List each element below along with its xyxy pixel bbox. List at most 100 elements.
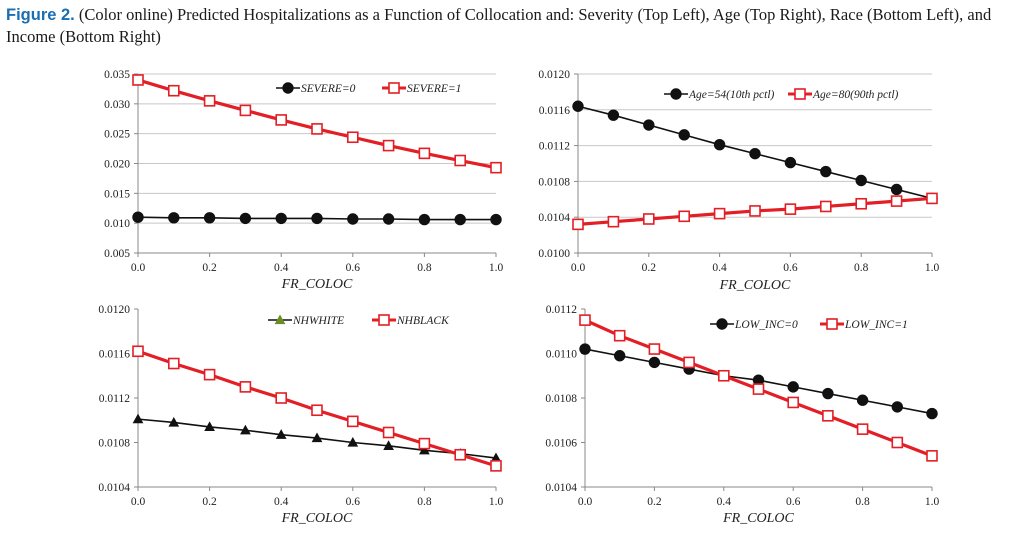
x-tick-label: 1.0 [925,496,940,508]
data-point [713,207,726,220]
data-point [787,396,800,409]
data-point [490,213,502,226]
legend-entry: LOW_INC=1 [820,318,908,331]
data-point [454,213,466,226]
x-tick-label: 0.6 [346,262,361,274]
y-tick-label: 0.015 [104,188,130,200]
x-tick-label: 0.0 [131,262,146,274]
data-point [752,383,765,395]
data-point [784,203,797,215]
y-tick-label: 0.0116 [99,349,130,361]
x-axis-label: FR_COLOC [722,511,794,526]
legend-entry: NHBLACK [372,314,450,327]
data-point [311,432,323,443]
data-point [418,147,431,160]
data-point [926,450,938,462]
data-point [787,381,799,393]
data-point [346,131,359,144]
x-tick-label: 0.2 [202,496,217,508]
data-point [490,460,502,472]
y-tick-label: 0.005 [104,248,130,260]
y-tick-label: 0.010 [104,218,130,230]
y-tick-label: 0.0112 [546,304,577,316]
data-point [891,436,904,449]
legend-label: NHWHITE [292,315,344,327]
y-tick-label: 0.0104 [545,482,577,494]
y-tick-label: 0.0120 [538,69,570,81]
data-point [648,356,661,369]
legend-entry: SEVERE=1 [382,82,461,95]
data-point [490,161,502,174]
data-point [203,212,216,224]
series-severe-0 [132,211,502,226]
data-point [749,147,761,160]
figure-label: Figure 2. [6,6,75,24]
data-point [678,129,690,141]
data-point [311,212,323,225]
chart-income: 0.0104 0.0106 0.0108 0.0110 0.0112 0.0 0.2 0.4 0… [545,304,940,526]
data-point [579,314,591,326]
chart-severity: 0.005 0.010 0.015 0.020 0.025 0.030 0.035 0.0 0.… [104,69,503,292]
y-tick-label: 0.0104 [98,482,130,494]
data-point [275,429,287,439]
data-point [347,436,359,447]
series-severe-1 [132,74,502,174]
y-tick-label: 0.0110 [546,349,577,361]
data-point [572,218,584,231]
data-point [856,423,869,435]
legend-label: LOW_INC=0 [734,319,798,331]
x-tick-label: 0.4 [717,496,732,508]
data-point [643,119,655,131]
legend-entry: Age=54(10th pctl) [664,88,775,101]
data-point [418,213,431,226]
data-point [168,212,180,224]
data-point [132,211,144,223]
series-age-80-90th-pctl- [572,192,938,231]
data-point [203,368,216,381]
data-point [890,195,903,207]
data-point [132,413,144,424]
x-tick-label: 0.8 [855,496,870,508]
data-point [239,104,252,117]
x-tick-label: 0.2 [642,262,657,274]
data-point [890,183,903,196]
data-point [239,381,252,393]
data-point [454,448,467,461]
legend-label: NHBLACK [396,315,450,327]
y-tick-label: 0.0104 [538,212,570,224]
legend-entry: LOW_INC=0 [710,318,798,331]
x-tick-label: 0.2 [647,496,662,508]
data-point [856,394,869,406]
y-tick-label: 0.0116 [539,105,570,117]
x-tick-label: 0.0 [571,262,586,274]
data-point [382,426,395,439]
data-point [579,343,591,355]
data-point [819,200,832,213]
data-point [614,350,626,362]
data-point [855,174,867,187]
data-point [168,357,180,370]
x-tick-label: 0.0 [131,496,146,508]
data-point [204,421,215,432]
data-point [383,440,394,450]
x-tick-label: 0.8 [417,262,432,274]
data-point [275,392,288,404]
data-point [132,345,144,358]
data-point [607,215,620,228]
series-low-inc-1 [579,314,938,462]
y-tick-label: 0.0108 [98,438,130,450]
x-tick-label: 0.4 [712,262,727,274]
data-point [203,95,216,107]
x-axis-label: FR_COLOC [719,278,791,293]
data-point [346,415,359,428]
y-tick-label: 0.030 [104,99,130,111]
data-point [240,424,251,435]
data-point [311,123,323,135]
figure-caption-text: (Color online) Predicted Hospitalization… [6,5,992,46]
data-point [382,139,395,152]
legend-marker [670,88,682,100]
x-tick-label: 0.8 [417,496,432,508]
data-point [607,109,620,121]
y-tick-label: 0.0100 [538,248,570,260]
data-point [347,213,359,225]
